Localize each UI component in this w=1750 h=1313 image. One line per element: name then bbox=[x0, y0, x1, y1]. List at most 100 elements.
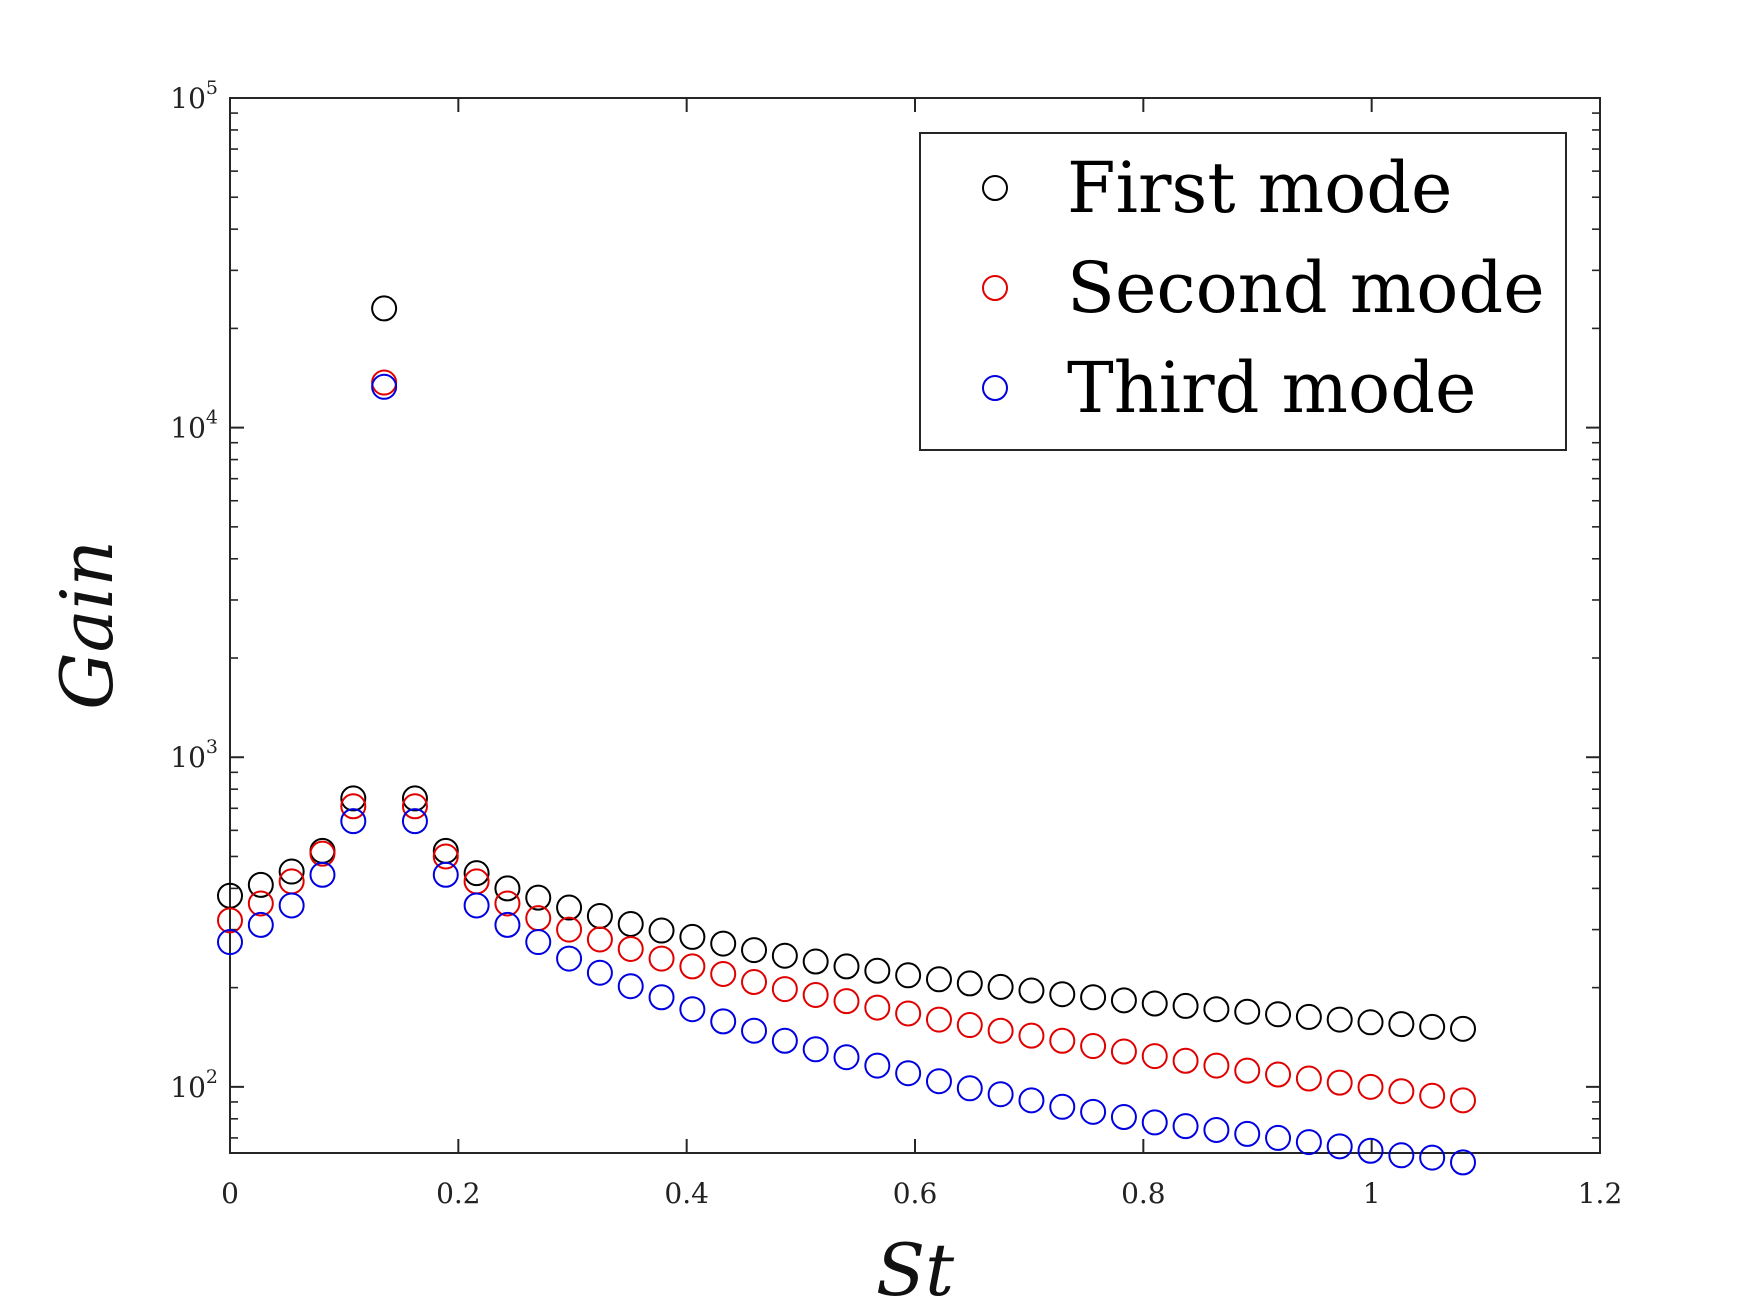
data-point-series-3 bbox=[679, 996, 706, 1023]
data-point-series-1 bbox=[1295, 1003, 1322, 1030]
data-point-series-1 bbox=[1419, 1013, 1446, 1040]
data-point-series-2 bbox=[494, 890, 521, 917]
data-point-series-2 bbox=[1388, 1078, 1415, 1105]
y-tick-label: 105 bbox=[170, 77, 218, 115]
data-point-series-3 bbox=[1049, 1093, 1076, 1120]
data-point-series-2 bbox=[432, 843, 459, 870]
data-point-series-2 bbox=[217, 907, 243, 934]
x-tick-label: 0.4 bbox=[664, 1177, 709, 1210]
y-tick-label: 104 bbox=[170, 407, 218, 445]
data-point-series-1 bbox=[864, 957, 891, 984]
data-point-series-3 bbox=[463, 892, 490, 919]
axis-ticks bbox=[229, 97, 1601, 1153]
data-point-series-3 bbox=[1450, 1149, 1476, 1176]
data-point-series-3 bbox=[925, 1068, 952, 1095]
data-point-series-2 bbox=[925, 1006, 952, 1033]
data-point-series-3 bbox=[1141, 1109, 1168, 1136]
data-point-series-2 bbox=[586, 926, 613, 953]
data-point-series-1 bbox=[1234, 998, 1261, 1025]
data-point-series-3 bbox=[309, 861, 336, 888]
data-point-series-2 bbox=[309, 840, 336, 867]
x-axis-label: St bbox=[876, 1228, 955, 1312]
x-tick-label: 0.2 bbox=[436, 1177, 481, 1210]
data-point-series-3 bbox=[586, 959, 613, 986]
data-point-series-3 bbox=[1419, 1144, 1446, 1171]
data-point-series-2 bbox=[741, 969, 768, 996]
data-point-series-1 bbox=[525, 884, 552, 911]
data-point-series-1 bbox=[1172, 992, 1199, 1019]
data-point-series-1 bbox=[1018, 977, 1045, 1004]
data-point-series-1 bbox=[1203, 996, 1230, 1023]
data-point-series-3 bbox=[864, 1052, 891, 1079]
data-point-series-3 bbox=[1234, 1120, 1261, 1147]
data-point-series-1 bbox=[895, 962, 922, 989]
data-point-series-2 bbox=[987, 1017, 1014, 1044]
data-point-series-1 bbox=[925, 966, 952, 993]
data-point-series-2 bbox=[1265, 1061, 1292, 1088]
legend-marker bbox=[982, 375, 1008, 401]
data-point-series-1 bbox=[1080, 984, 1107, 1011]
y-tick-label: 103 bbox=[170, 736, 218, 774]
data-point-series-1 bbox=[494, 875, 521, 902]
data-point-series-3 bbox=[1203, 1116, 1230, 1143]
data-point-series-1 bbox=[1110, 987, 1137, 1014]
data-point-series-2 bbox=[1357, 1073, 1384, 1100]
data-point-series-3 bbox=[1172, 1113, 1199, 1140]
data-point-series-3 bbox=[1080, 1098, 1107, 1125]
x-tick-label: 1.2 bbox=[1578, 1177, 1623, 1210]
data-point-series-1 bbox=[679, 923, 706, 950]
data-point-series-1 bbox=[741, 937, 768, 964]
data-point-series-2 bbox=[833, 988, 860, 1015]
data-point-series-3 bbox=[802, 1036, 829, 1063]
data-point-series-2 bbox=[401, 793, 428, 820]
data-point-series-2 bbox=[1450, 1087, 1476, 1114]
data-point-series-3 bbox=[1295, 1129, 1322, 1156]
data-point-series-2 bbox=[771, 976, 798, 1003]
data-point-series-3 bbox=[217, 929, 243, 956]
data-point-series-3 bbox=[771, 1027, 798, 1054]
data-point-series-1 bbox=[340, 785, 367, 812]
data-point-series-2 bbox=[1141, 1043, 1168, 1070]
data-point-series-1 bbox=[371, 295, 398, 322]
data-point-series-3 bbox=[956, 1075, 983, 1102]
data-point-series-2 bbox=[340, 793, 367, 820]
data-point-series-3 bbox=[1110, 1104, 1137, 1131]
data-point-series-1 bbox=[401, 785, 428, 812]
y-tick-label: 102 bbox=[170, 1066, 218, 1104]
data-point-series-3 bbox=[494, 911, 521, 938]
legend: First mode Second mode Third mode bbox=[919, 132, 1567, 451]
data-point-series-2 bbox=[1049, 1027, 1076, 1054]
data-point-series-3 bbox=[710, 1008, 737, 1035]
data-point-series-2 bbox=[1234, 1057, 1261, 1084]
data-point-series-3 bbox=[401, 808, 428, 835]
x-tick-label: 0.8 bbox=[1121, 1177, 1166, 1210]
x-tick-label: 1 bbox=[1363, 1177, 1381, 1210]
data-point-series-2 bbox=[1018, 1022, 1045, 1049]
data-point-series-1 bbox=[1357, 1009, 1384, 1036]
y-tick-labels: 102 103 104 105 bbox=[170, 77, 218, 1104]
data-point-series-2 bbox=[648, 945, 675, 972]
data-point-series-3 bbox=[895, 1060, 922, 1087]
data-point-series-1 bbox=[833, 953, 860, 980]
data-point-series-3 bbox=[741, 1017, 768, 1044]
data-point-series-1 bbox=[710, 930, 737, 957]
data-point-series-2 bbox=[1080, 1033, 1107, 1060]
data-point-series-2 bbox=[679, 953, 706, 980]
data-point-series-1 bbox=[556, 894, 583, 921]
x-tick-label: 0.6 bbox=[893, 1177, 938, 1210]
data-point-series-3 bbox=[1388, 1142, 1415, 1169]
data-point-series-2 bbox=[1110, 1038, 1137, 1065]
legend-label: Third mode bbox=[1067, 347, 1476, 429]
data-point-series-2 bbox=[556, 916, 583, 943]
data-point-series-3 bbox=[371, 373, 398, 400]
legend-box bbox=[919, 132, 1567, 451]
data-point-series-3 bbox=[556, 945, 583, 972]
data-points bbox=[217, 295, 1476, 1176]
data-point-series-1 bbox=[1450, 1015, 1476, 1042]
x-tick-label: 0 bbox=[221, 1177, 239, 1210]
data-point-series-1 bbox=[463, 860, 490, 887]
y-axis-label: Gain bbox=[45, 540, 129, 710]
data-point-series-3 bbox=[1018, 1087, 1045, 1114]
data-point-series-1 bbox=[1141, 990, 1168, 1017]
legend-label: First mode bbox=[1067, 147, 1452, 229]
